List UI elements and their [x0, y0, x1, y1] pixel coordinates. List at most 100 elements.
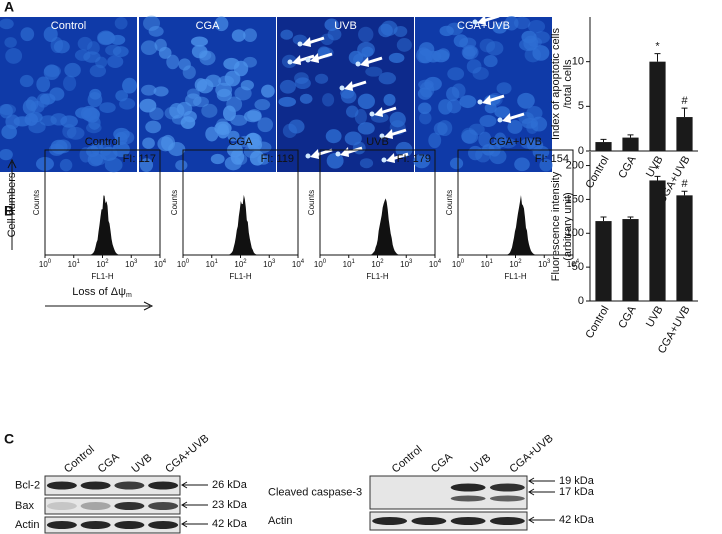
apoptotic-cell — [472, 19, 478, 25]
cell — [226, 96, 243, 112]
tick-base: 10 — [567, 260, 576, 269]
apoptotic-cell — [497, 117, 503, 123]
tick-exp: 3 — [134, 259, 138, 265]
arrow-head — [374, 107, 383, 117]
histogram-tick-label: 102 — [509, 259, 522, 270]
cell — [216, 88, 233, 102]
y-tick-label: 10 — [572, 56, 584, 68]
cell — [87, 92, 103, 108]
cell — [240, 79, 254, 91]
cell — [254, 99, 271, 111]
blot-row-label: Actin — [268, 515, 292, 527]
cell — [196, 78, 214, 94]
size-arrow — [181, 481, 208, 489]
arrow — [487, 94, 505, 103]
arrow — [391, 152, 409, 161]
tick-exp: 0 — [48, 259, 52, 265]
cell — [479, 38, 496, 53]
cell — [478, 131, 492, 148]
image-title: UVB — [334, 20, 357, 32]
apoptotic-cell — [369, 111, 375, 117]
arrow-head — [310, 149, 319, 159]
tick-base: 10 — [234, 260, 243, 269]
cell — [278, 96, 296, 107]
cell — [261, 84, 275, 98]
image-title: Control — [51, 20, 86, 32]
tick-exp: 4 — [438, 259, 442, 265]
bottom-main: Loss of Δψ — [72, 286, 126, 298]
size-arrow — [528, 488, 555, 496]
arrow — [315, 52, 333, 61]
bottom-sub: m — [126, 292, 132, 299]
cell — [43, 64, 60, 80]
error-bar — [627, 216, 634, 220]
tick-exp: 4 — [163, 259, 167, 265]
arrow-head — [482, 95, 491, 105]
blot-strip — [44, 516, 181, 534]
cell — [87, 152, 103, 167]
cell — [383, 93, 396, 106]
cell — [493, 132, 507, 148]
cell — [437, 120, 453, 137]
cell — [428, 132, 442, 149]
cell — [4, 37, 17, 48]
arrow-head — [344, 81, 353, 91]
tick-exp: 4 — [301, 259, 305, 265]
blot-row-label: Actin — [15, 519, 39, 531]
cell — [0, 103, 17, 116]
apoptotic-cell — [381, 157, 387, 163]
cell — [447, 67, 465, 81]
tick-exp: 1 — [77, 259, 81, 265]
cell — [39, 115, 57, 126]
tick-exp: 0 — [323, 259, 327, 265]
cell — [539, 158, 553, 172]
bar — [649, 180, 666, 301]
cell — [247, 138, 263, 152]
cell — [20, 27, 35, 42]
cell — [389, 111, 406, 128]
cell — [486, 41, 504, 56]
tick-base: 10 — [481, 260, 490, 269]
cell — [175, 159, 188, 171]
apoptotic-cell — [335, 151, 341, 157]
tick-base: 10 — [96, 260, 105, 269]
histogram-shape — [506, 195, 535, 255]
histogram-tick-label: 100 — [314, 259, 327, 270]
histogram-tick-label: 101 — [68, 259, 81, 270]
cell — [532, 45, 550, 61]
error-bar — [600, 138, 607, 143]
y-axis-label: (arbitrary unit) — [562, 192, 574, 260]
size-label: 26 kDa — [212, 479, 248, 491]
tick-base: 10 — [39, 260, 48, 269]
cell — [115, 90, 129, 102]
cell — [388, 52, 405, 64]
error-bar — [654, 53, 661, 62]
cell — [528, 37, 543, 48]
histogram-tick-label: 103 — [263, 259, 276, 270]
tick-base: 10 — [429, 260, 438, 269]
apoptotic-cell — [305, 153, 311, 159]
cell — [64, 62, 81, 78]
arrow — [389, 128, 407, 137]
cell — [141, 84, 157, 96]
blot-strip — [369, 475, 528, 510]
x-tick-label: CGA — [616, 303, 639, 330]
cell — [107, 55, 124, 68]
panel-label: C — [4, 431, 14, 447]
cell — [77, 36, 93, 51]
tick-base: 10 — [292, 260, 301, 269]
annotation: * — [655, 41, 660, 53]
lane-label: UVB — [129, 452, 154, 476]
cell — [461, 129, 479, 144]
tick-base: 10 — [343, 260, 352, 269]
cell — [19, 74, 34, 88]
cell — [22, 99, 37, 115]
histogram-title: CGA — [229, 136, 254, 148]
cell — [149, 107, 164, 121]
tick-base: 10 — [177, 260, 186, 269]
cell — [466, 59, 482, 74]
cell — [215, 118, 229, 134]
cell — [191, 44, 208, 59]
cell — [494, 106, 510, 118]
arrow-head — [292, 55, 301, 65]
